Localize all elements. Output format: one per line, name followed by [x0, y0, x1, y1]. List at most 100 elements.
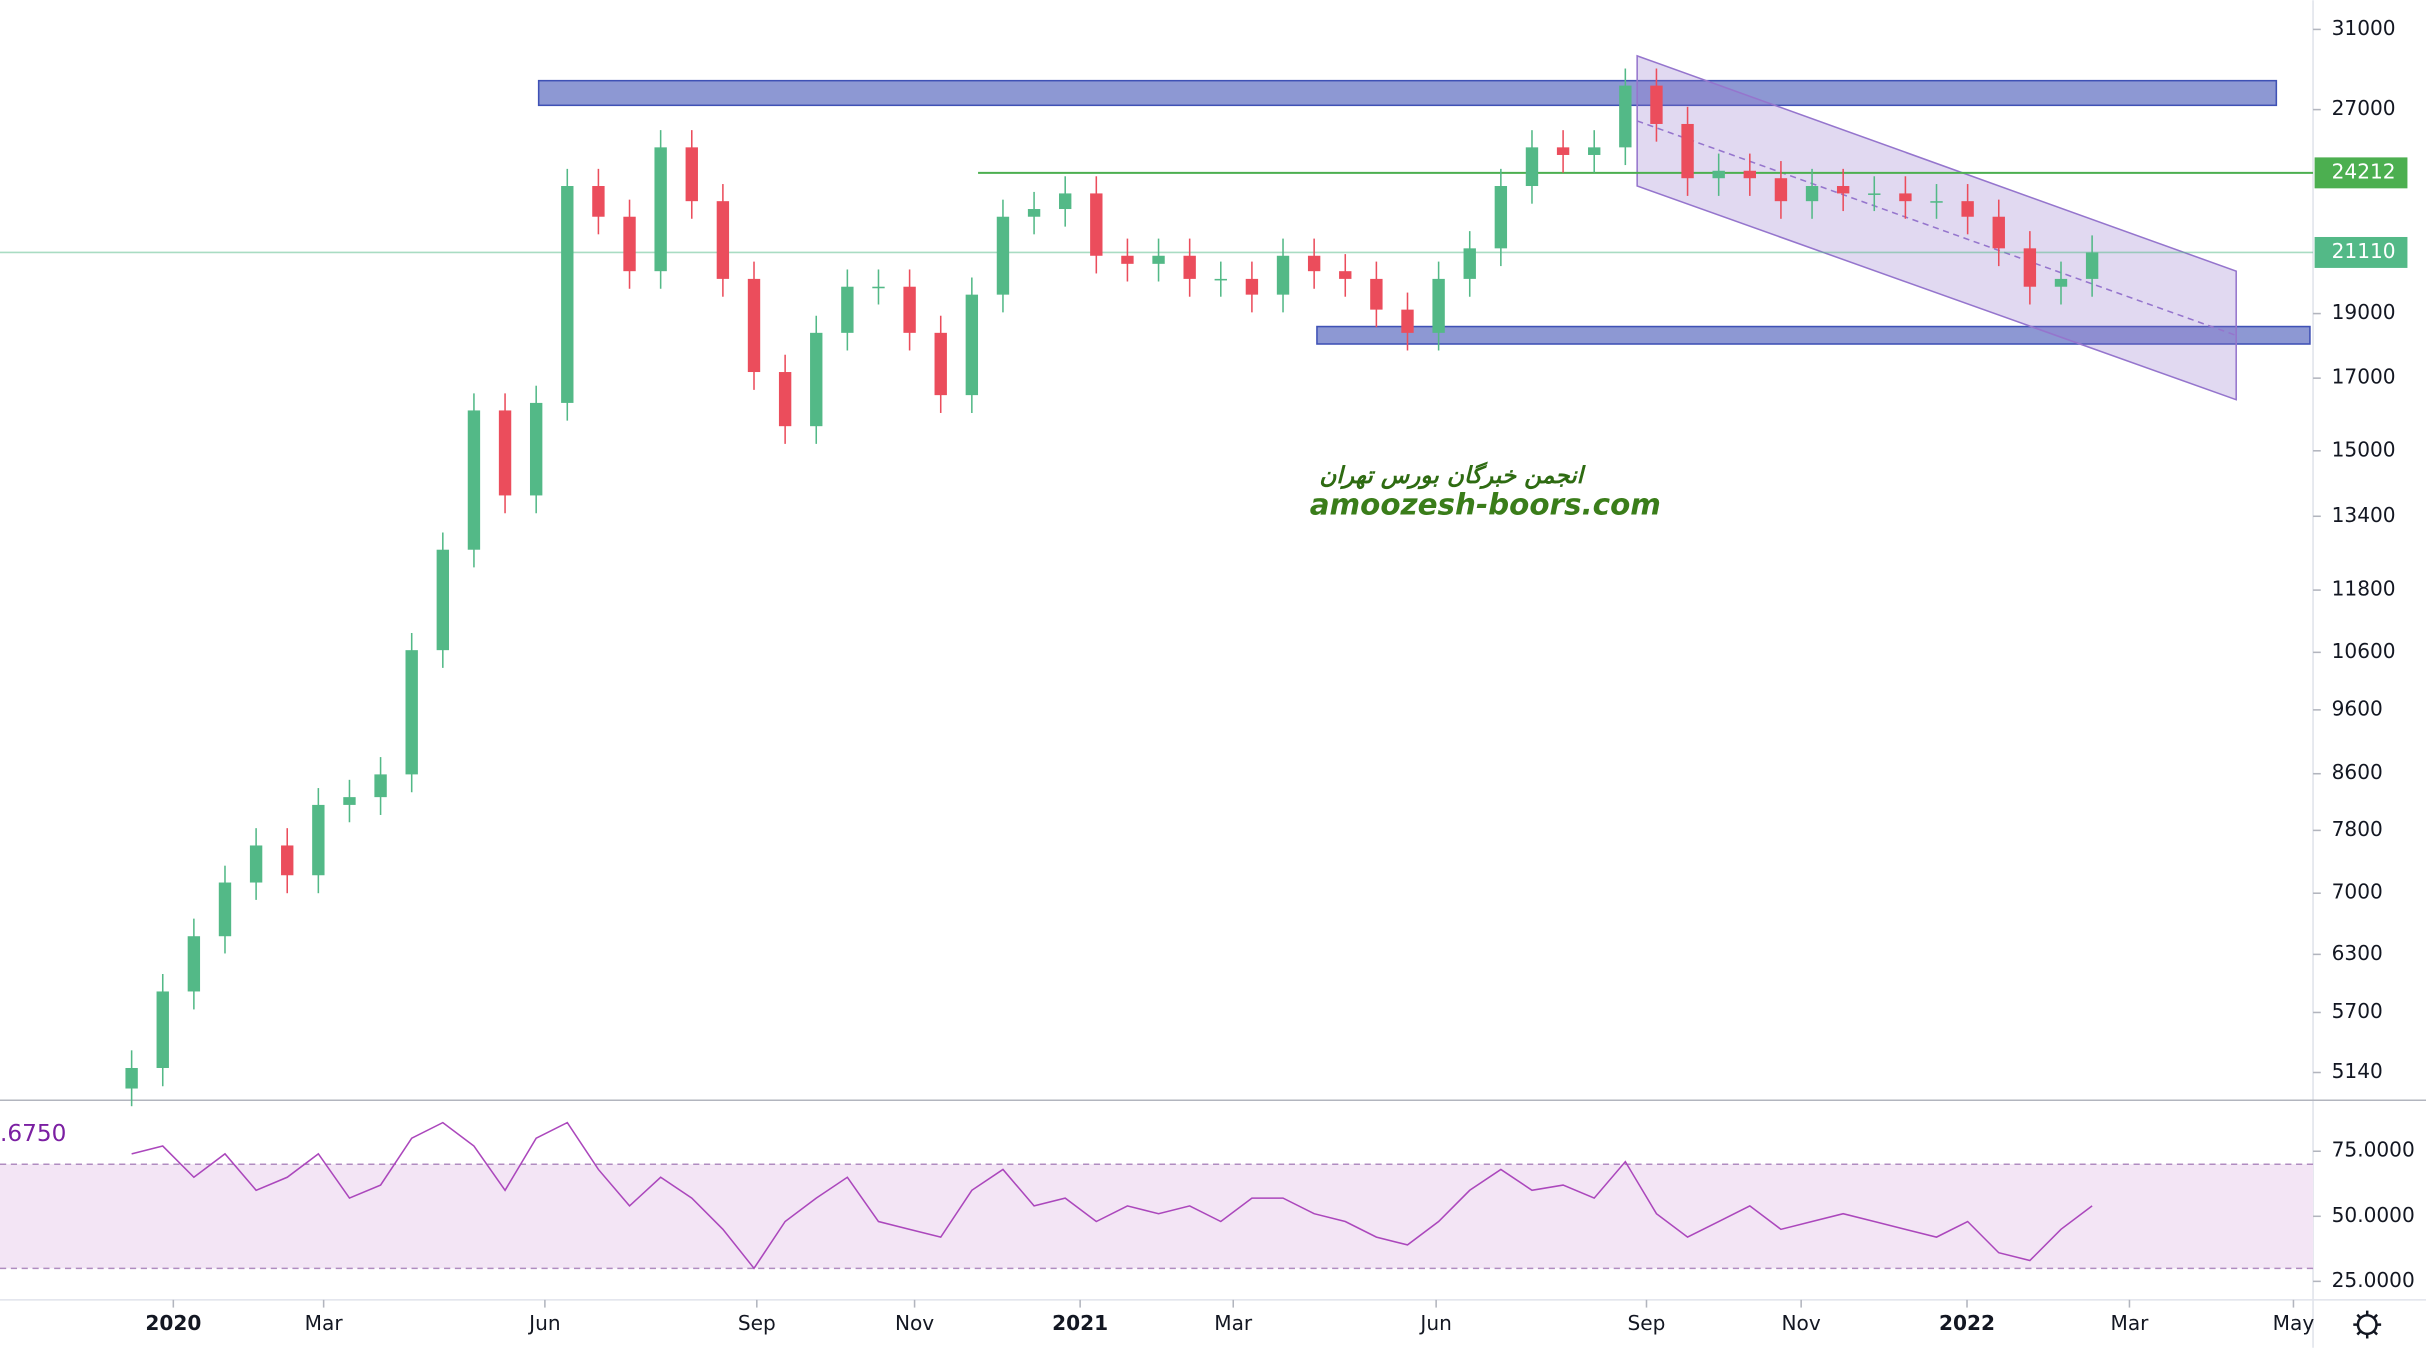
candle-body — [1152, 255, 1165, 264]
candle-body — [1059, 193, 1072, 210]
x-tick-label: Nov — [1782, 1311, 1821, 1335]
y-tick-label: 7000 — [2332, 880, 2383, 904]
x-tick-label: Jun — [1418, 1311, 1451, 1335]
candle-body — [654, 147, 667, 272]
y-tick-label: 9600 — [2332, 696, 2383, 720]
candle-body — [374, 774, 387, 798]
candle-body — [685, 147, 698, 202]
candle-body — [716, 201, 730, 279]
last-price-box — [2314, 236, 2408, 268]
candle-body — [467, 410, 481, 550]
candle-body — [747, 278, 761, 373]
x-tick-label: Sep — [1628, 1311, 1666, 1335]
x-tick-label: Mar — [1214, 1311, 1253, 1335]
x-tick-label: 2020 — [145, 1311, 201, 1335]
candle-body — [1619, 85, 1632, 148]
candle-body — [965, 294, 979, 396]
candle-body — [1463, 248, 1476, 279]
candle-body — [1650, 85, 1663, 124]
candle-body — [1930, 201, 1943, 203]
last-price-label: 21110 — [2332, 239, 2396, 263]
x-tick-label: Nov — [895, 1311, 934, 1335]
candle-body — [1401, 309, 1414, 333]
candle-body — [778, 372, 792, 427]
settings-teeth[interactable] — [2353, 1310, 2382, 1339]
candle-body — [218, 882, 232, 937]
candle-body — [1183, 255, 1196, 279]
candle-body — [1525, 147, 1539, 187]
candle-body — [1836, 186, 1850, 194]
x-tick-label: Jun — [527, 1311, 560, 1335]
candle-body — [1556, 147, 1570, 155]
candle-body — [1027, 209, 1041, 217]
y-tick-label: 75.0000 — [2332, 1138, 2415, 1162]
zone — [537, 79, 2278, 107]
candle-body — [529, 402, 543, 496]
x-tick-label: May — [2273, 1311, 2315, 1335]
y-tick-label: 31000 — [2332, 16, 2396, 40]
hline-label-box — [2314, 157, 2408, 189]
candle-body — [2023, 248, 2037, 287]
y-tick-label: 11800 — [2332, 577, 2396, 601]
y-tick-label: 25.0000 — [2332, 1268, 2415, 1292]
candle-body — [903, 286, 916, 333]
candle-body — [934, 332, 947, 396]
candle-body — [1339, 271, 1352, 279]
y-tick-label: 5140 — [2332, 1059, 2383, 1083]
hline-label: 24212 — [2332, 159, 2396, 183]
candle-body — [1245, 278, 1259, 295]
candle-body — [1432, 278, 1445, 333]
rsi-value-label: .6750 — [0, 1120, 66, 1147]
channel-midline — [1636, 120, 2237, 337]
candle-body — [343, 797, 356, 805]
candle-body — [592, 186, 605, 217]
candle-body — [1121, 255, 1134, 264]
zone — [1316, 325, 2311, 345]
candle-body — [1307, 255, 1321, 272]
candle-body — [249, 845, 263, 883]
candle-body — [436, 549, 450, 651]
candle-body — [1743, 170, 1756, 179]
candle-body — [156, 991, 169, 1068]
candle-body — [281, 845, 294, 876]
x-tick-label: Mar — [2110, 1311, 2149, 1335]
candle-body — [1681, 123, 1694, 179]
candle-body — [405, 650, 418, 775]
rsi-line — [131, 1121, 2093, 1270]
y-tick-label: 15000 — [2332, 437, 2396, 461]
y-tick-label: 5700 — [2332, 999, 2383, 1023]
candle-body — [2085, 252, 2099, 279]
y-tick-label: 17000 — [2332, 365, 2396, 389]
y-tick-label: 7800 — [2332, 817, 2383, 841]
candle-body — [623, 216, 636, 272]
x-tick-label: Sep — [738, 1311, 776, 1335]
x-tick-label: Mar — [305, 1311, 344, 1335]
candle-body — [1992, 216, 2005, 249]
candle-body — [1961, 201, 1974, 217]
settings-icon[interactable] — [2353, 1310, 2382, 1339]
y-tick-label: 50.0000 — [2332, 1203, 2415, 1227]
y-tick-label: 19000 — [2332, 300, 2396, 324]
y-tick-label: 27000 — [2332, 96, 2396, 120]
candle-body — [1214, 278, 1227, 281]
candle-body — [1899, 193, 1912, 202]
candle-body — [1370, 278, 1383, 310]
candle-body — [996, 216, 1010, 295]
x-tick-label: 2022 — [1939, 1311, 1995, 1335]
candle-body — [125, 1067, 138, 1089]
candle-body — [561, 186, 574, 403]
rsi-band — [0, 1164, 2314, 1269]
y-tick-label: 13400 — [2332, 503, 2396, 527]
candle-body — [1805, 186, 1819, 202]
y-tick-label: 8600 — [2332, 760, 2383, 784]
candle-body — [312, 804, 325, 876]
watermark-persian: انجمن خبرگان بورس تهران — [1319, 461, 1586, 490]
candle-body — [1868, 193, 1881, 195]
candle-body — [810, 332, 823, 427]
candle-body — [2054, 278, 2068, 287]
candle-body — [872, 286, 885, 289]
candle-body — [1712, 170, 1725, 179]
candle-body — [1774, 178, 1788, 202]
